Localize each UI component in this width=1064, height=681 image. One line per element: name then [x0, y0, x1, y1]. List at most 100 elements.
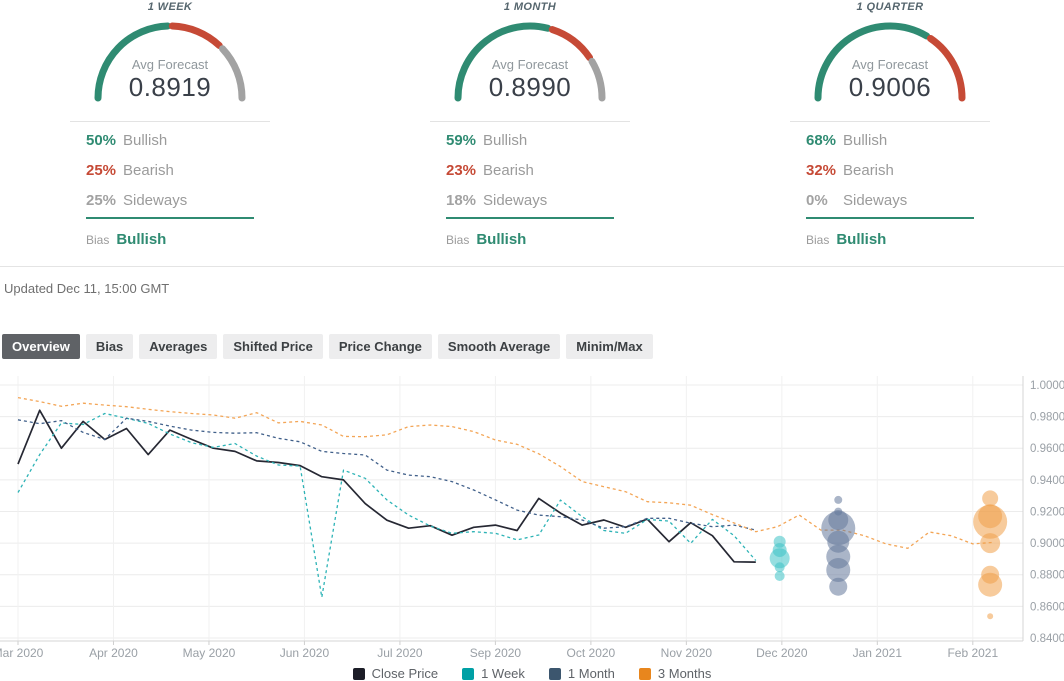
y-axis-tick-label: 0.8600	[1030, 601, 1064, 613]
legend-item-1-month[interactable]: 1 Month	[548, 666, 615, 681]
legend-item-close-price[interactable]: Close Price	[352, 666, 439, 681]
sentiment-stats: 59% Bullish 23% Bearish 18% Sideways	[430, 125, 630, 215]
bearish-label: Bearish	[843, 161, 894, 179]
gauge-arc	[454, 22, 606, 102]
tab-minim-max[interactable]: Minim/Max	[566, 334, 653, 359]
bearish-percent: 23%	[446, 161, 477, 179]
sideways-stat-row: 25% Sideways	[70, 185, 270, 215]
bearish-label: Bearish	[483, 161, 534, 179]
bias-underline	[806, 217, 974, 219]
bias-row: Bias Bullish	[70, 231, 270, 248]
bubble-cluster-3-months	[973, 490, 1008, 620]
bullish-percent: 59%	[446, 131, 477, 149]
forecast-panel-1-quarter: 1 QUARTER Avg Forecast 0.9006 68% Bullis…	[790, 0, 990, 248]
forecast-panel-1-month: 1 MONTH Avg Forecast 0.8990 59% Bullish …	[430, 0, 630, 248]
sideways-stat-row: 18% Sideways	[430, 185, 630, 215]
bullish-percent: 68%	[806, 131, 837, 149]
x-axis-tick-label: Feb 2021	[947, 646, 998, 660]
bias-row: Bias Bullish	[790, 231, 990, 248]
x-axis-tick-label: Jan 2021	[853, 646, 903, 660]
bullish-stat-row: 50% Bullish	[70, 125, 270, 155]
bias-value: Bullish	[116, 231, 167, 248]
avg-forecast-label: Avg Forecast	[131, 57, 209, 72]
bias-value: Bullish	[476, 231, 527, 248]
gauge-1-quarter: Avg Forecast 0.9006	[790, 16, 990, 102]
sentiment-stats: 50% Bullish 25% Bearish 25% Sideways	[70, 125, 270, 215]
x-axis-tick-label: Jul 2020	[377, 646, 423, 660]
y-axis-tick-label: 0.9400	[1030, 475, 1064, 487]
close-price-swatch-icon	[352, 667, 365, 680]
bearish-stat-row: 32% Bearish	[790, 155, 990, 185]
gauge-1-week: Avg Forecast 0.8919	[70, 16, 270, 102]
panel-title: 1 WEEK	[147, 1, 193, 13]
x-axis-tick-label: May 2020	[183, 646, 236, 660]
one-week-swatch-icon	[462, 667, 475, 680]
tab-bias[interactable]: Bias	[85, 334, 134, 359]
y-axis-tick-label: 0.9200	[1030, 506, 1064, 518]
legend-item-1-week[interactable]: 1 Week	[462, 666, 525, 681]
sideways-percent: 25%	[86, 191, 117, 209]
bias-label: Bias	[86, 233, 110, 247]
bearish-label: Bearish	[123, 161, 174, 179]
bullish-label: Bullish	[483, 131, 528, 149]
bearish-stat-row: 25% Bearish	[70, 155, 270, 185]
forecast-chart: 1.0000 0.9800 0.9600 0.9400 0.9200 0.9000 0.88…	[0, 370, 1064, 662]
bullish-stat-row: 68% Bullish	[790, 125, 990, 155]
panel-divider	[430, 121, 630, 122]
bias-row: Bias Bullish	[430, 231, 630, 248]
x-axis-tick-label: Nov 2020	[661, 646, 713, 660]
tab-smooth-average[interactable]: Smooth Average	[437, 334, 561, 359]
legend-label: 3 Months	[657, 666, 712, 681]
x-axis-tick-label: Mar 2020	[0, 646, 44, 660]
panel-title: 1 QUARTER	[856, 1, 924, 13]
bullish-stat-row: 59% Bullish	[430, 125, 630, 155]
x-axis-tick-label: Oct 2020	[567, 646, 616, 660]
bias-label: Bias	[446, 233, 470, 247]
updated-timestamp: Updated Dec 11, 15:00 GMT	[4, 281, 170, 296]
bias-underline	[446, 217, 614, 219]
tab-shifted-price[interactable]: Shifted Price	[223, 334, 323, 359]
bearish-stat-row: 23% Bearish	[430, 155, 630, 185]
panel-divider	[790, 121, 990, 122]
legend-label: Close Price	[371, 666, 439, 681]
series-line-1-month	[17, 417, 756, 531]
tab-overview[interactable]: Overview	[2, 334, 80, 359]
chart-tabs: Overview Bias Averages Shifted Price Pri…	[2, 334, 653, 359]
sideways-label: Sideways	[483, 191, 548, 209]
bearish-percent: 32%	[806, 161, 837, 179]
forecast-chart-canvas: 1.0000 0.9800 0.9600 0.9400 0.9200 0.9000 0.88…	[0, 376, 1064, 660]
gauge-arc	[94, 22, 246, 102]
x-axis-tick-label: Apr 2020	[89, 646, 138, 660]
tab-averages[interactable]: Averages	[139, 334, 218, 359]
forecast-panel-1-week: 1 WEEK Avg Forecast 0.8919 50% Bullish 2…	[70, 0, 270, 248]
sideways-stat-row: 0% Sideways	[790, 185, 990, 215]
gauge-1-month: Avg Forecast 0.8990	[430, 16, 630, 102]
x-axis-tick-label: Sep 2020	[470, 646, 522, 660]
bubble-cluster-1-week	[769, 535, 790, 581]
three-months-swatch-icon	[638, 667, 651, 680]
legend-item-3-months[interactable]: 3 Months	[638, 666, 712, 681]
sentiment-stats: 68% Bullish 32% Bearish 0% Sideways	[790, 125, 990, 215]
chart-axes: 1.0000 0.9800 0.9600 0.9400 0.9200 0.9000 0.88…	[0, 376, 1064, 660]
sideways-percent: 18%	[446, 191, 477, 209]
avg-forecast-label: Avg Forecast	[851, 57, 929, 72]
sideways-label: Sideways	[843, 191, 908, 209]
avg-forecast-value: 0.9006	[848, 72, 932, 102]
chart-legend: Close Price 1 Week 1 Month 3 Months	[0, 666, 1064, 681]
legend-label: 1 Week	[481, 666, 525, 681]
chart-gridlines	[0, 376, 1023, 641]
bullish-percent: 50%	[86, 131, 117, 149]
y-axis-tick-label: 0.8800	[1030, 570, 1064, 582]
avg-forecast-label: Avg Forecast	[491, 57, 569, 72]
bias-value: Bullish	[836, 231, 887, 248]
x-axis-tick-label: Jun 2020	[280, 646, 330, 660]
y-axis-tick-label: 0.9800	[1030, 412, 1064, 424]
bearish-percent: 25%	[86, 161, 117, 179]
one-month-swatch-icon	[548, 667, 561, 680]
avg-forecast-value: 0.8919	[128, 72, 212, 102]
sideways-percent: 0%	[806, 191, 828, 209]
series-line-close-price	[17, 409, 756, 563]
tab-price-change[interactable]: Price Change	[328, 334, 432, 359]
series-line-1-week	[17, 412, 757, 598]
